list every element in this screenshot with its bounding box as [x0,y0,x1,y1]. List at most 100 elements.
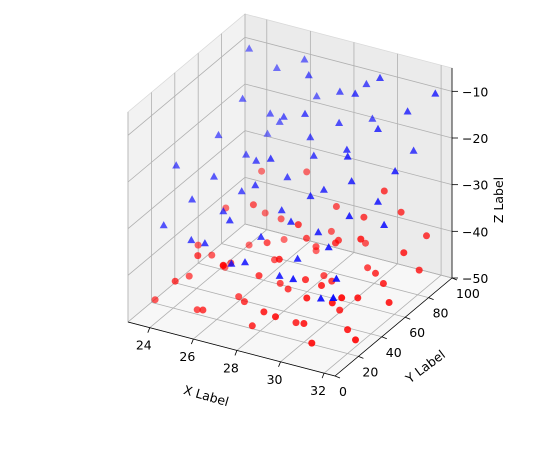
data-point-circle [385,299,393,306]
grid-line-z-left [127,130,246,229]
data-point-circle [300,320,308,327]
grid-line-z-left [127,37,246,136]
data-point-triangle [237,187,246,195]
z-tick-label: −20 [462,131,488,146]
data-point-circle [335,236,342,244]
z-axis-label: Z Label [491,177,506,223]
data-point-circle [328,277,336,285]
data-point-triangle [324,243,333,251]
data-point-triangle [172,161,181,169]
x-tick-label: 32 [310,383,326,398]
y-tick [428,297,434,300]
data-point-circle [372,269,379,277]
data-point-triangle [329,293,338,301]
y-tick-label: 40 [386,345,402,360]
grid-line-z-right [244,83,453,139]
data-point-triangle [300,55,309,63]
x-tick [234,350,238,356]
y-tick-label: 60 [409,325,425,340]
data-point-triangle [431,89,440,97]
data-point-triangle [376,73,384,81]
data-point-circle [320,272,328,280]
data-point-circle [380,187,388,195]
data-point-triangle [309,151,318,159]
data-point-circle [248,322,256,330]
data-point-triangle [257,232,265,240]
z-tick-label: −40 [462,224,488,239]
data-point-circle [362,239,369,247]
series-red-circles [151,167,430,347]
data-point-circle [292,319,300,327]
data-point-triangle [227,259,236,267]
data-point-circle [318,282,325,289]
data-point-circle [352,336,359,344]
data-point-triangle [351,89,360,97]
data-point-triangle [380,220,389,228]
y-tick [358,356,364,359]
data-point-triangle [374,124,382,132]
data-point-circle [208,251,216,259]
axis-lines [127,68,458,379]
data-point-circle [354,294,362,302]
data-point-triangle [279,112,288,120]
x-axis-line [127,321,336,377]
data-point-triangle [252,156,261,164]
data-point-circle [308,339,316,347]
data-point-triangle [187,235,196,244]
data-point-triangle [403,107,412,115]
z-tick-label: −50 [462,271,488,286]
data-point-triangle [342,145,351,153]
data-point-circle [151,296,159,304]
data-point-triangle [251,181,260,189]
data-point-triangle [287,217,295,225]
data-point-circle [261,209,269,217]
data-point-circle [312,243,320,251]
data-point-triangle [241,258,249,266]
tick-labels: 24 26 28 30 32 0 20 40 60 80 100−50 −40 −30 −20 −10 [136,84,489,399]
data-point-circle [263,239,271,247]
grid-line-x-floor [323,274,442,374]
data-point-triangle [314,228,323,236]
grid-line-x-floor [193,240,311,340]
data-point-circle [280,236,288,243]
data-point-circle [193,306,201,314]
data-point-circle [272,313,279,321]
data-point-triangle [283,173,292,181]
data-point-circle [364,264,372,272]
data-point-triangle [409,146,418,154]
x-tick-label: 26 [179,349,195,364]
y-tick-label: 100 [456,286,480,301]
grid-line-y-floor [151,302,359,357]
z-tick-label: −10 [462,84,488,99]
data-point-circle [328,299,336,307]
series-blue-triangles [159,44,440,302]
data-point-circle [303,168,311,176]
grid-line-z-left [127,223,246,323]
data-point-triangle [374,197,382,205]
grid-line-y-floor [221,243,429,298]
y-tick-label: 80 [433,306,449,321]
data-point-circle [332,203,340,210]
data-point-triangle [301,109,309,117]
data-point-circle [240,298,248,306]
grid-line-y-floor [198,262,406,318]
data-point-triangle [238,94,247,102]
data-point-triangle [275,117,284,125]
data-point-triangle [242,150,251,158]
data-point-circle [185,272,193,280]
data-point-triangle [362,79,371,88]
data-point-circle [327,227,335,235]
x-tick [190,338,194,345]
data-point-triangle [266,154,275,162]
y-tick [334,375,341,379]
x-tick [147,327,151,333]
data-point-circle [194,241,202,249]
data-point-triangle [306,133,315,141]
y-tick-label: 0 [339,384,347,399]
data-point-circle [255,272,263,280]
data-point-triangle [277,206,286,214]
y-axis-line [334,277,453,377]
grid-line-x-floor [236,252,355,351]
data-point-triangle [319,185,328,193]
data-point-triangle [335,87,344,95]
